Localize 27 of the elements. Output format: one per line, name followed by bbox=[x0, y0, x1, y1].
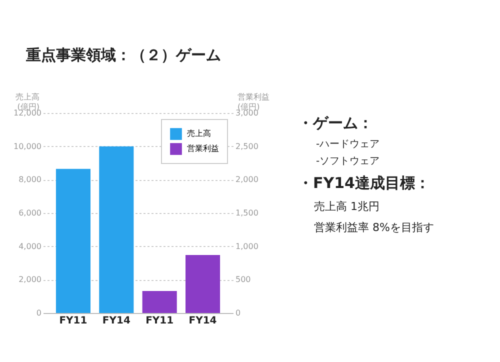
legend-label: 売上高 bbox=[187, 129, 211, 138]
y-tick-label: 6,000 bbox=[18, 208, 42, 218]
text: ・ゲーム： bbox=[298, 114, 374, 133]
y-tick-label: 10,000 bbox=[14, 142, 42, 151]
text: ・FY14達成目標： bbox=[298, 174, 431, 193]
y-tick-label: 4,000 bbox=[18, 242, 42, 251]
y2-tick-label: 2,000 bbox=[236, 175, 258, 184]
y2-tick-label: 2,500 bbox=[236, 142, 258, 151]
chart-title: 重点事業領域：（２）ゲーム bbox=[26, 46, 221, 65]
y-tick-label: 8,000 bbox=[18, 175, 42, 184]
y2-tick-label: 0 bbox=[236, 308, 241, 318]
y-tick-label: 12,000 bbox=[14, 108, 42, 118]
x-tick-label: FY11 bbox=[59, 316, 88, 326]
y2-tick-label: 500 bbox=[236, 275, 251, 284]
y-tick-label: 0 bbox=[36, 308, 42, 318]
x-tick-label: FY14 bbox=[188, 316, 217, 326]
y2-tick-label: 1,000 bbox=[236, 242, 258, 251]
y-tick-label: 2,000 bbox=[18, 275, 42, 284]
y2-tick-label: 1,500 bbox=[236, 208, 258, 218]
text: 営業利益率 8%を目指す bbox=[314, 220, 435, 235]
legend-label: 営業利益 bbox=[187, 144, 219, 153]
text: -ソフトウェア bbox=[316, 155, 381, 168]
x-tick-label: FY14 bbox=[102, 316, 130, 326]
text: 売上高 1兆円 bbox=[314, 199, 380, 214]
text: -ハードウェア bbox=[316, 138, 381, 151]
x-tick-label: FY11 bbox=[146, 316, 174, 326]
y2-tick-label: 3,000 bbox=[236, 108, 258, 118]
